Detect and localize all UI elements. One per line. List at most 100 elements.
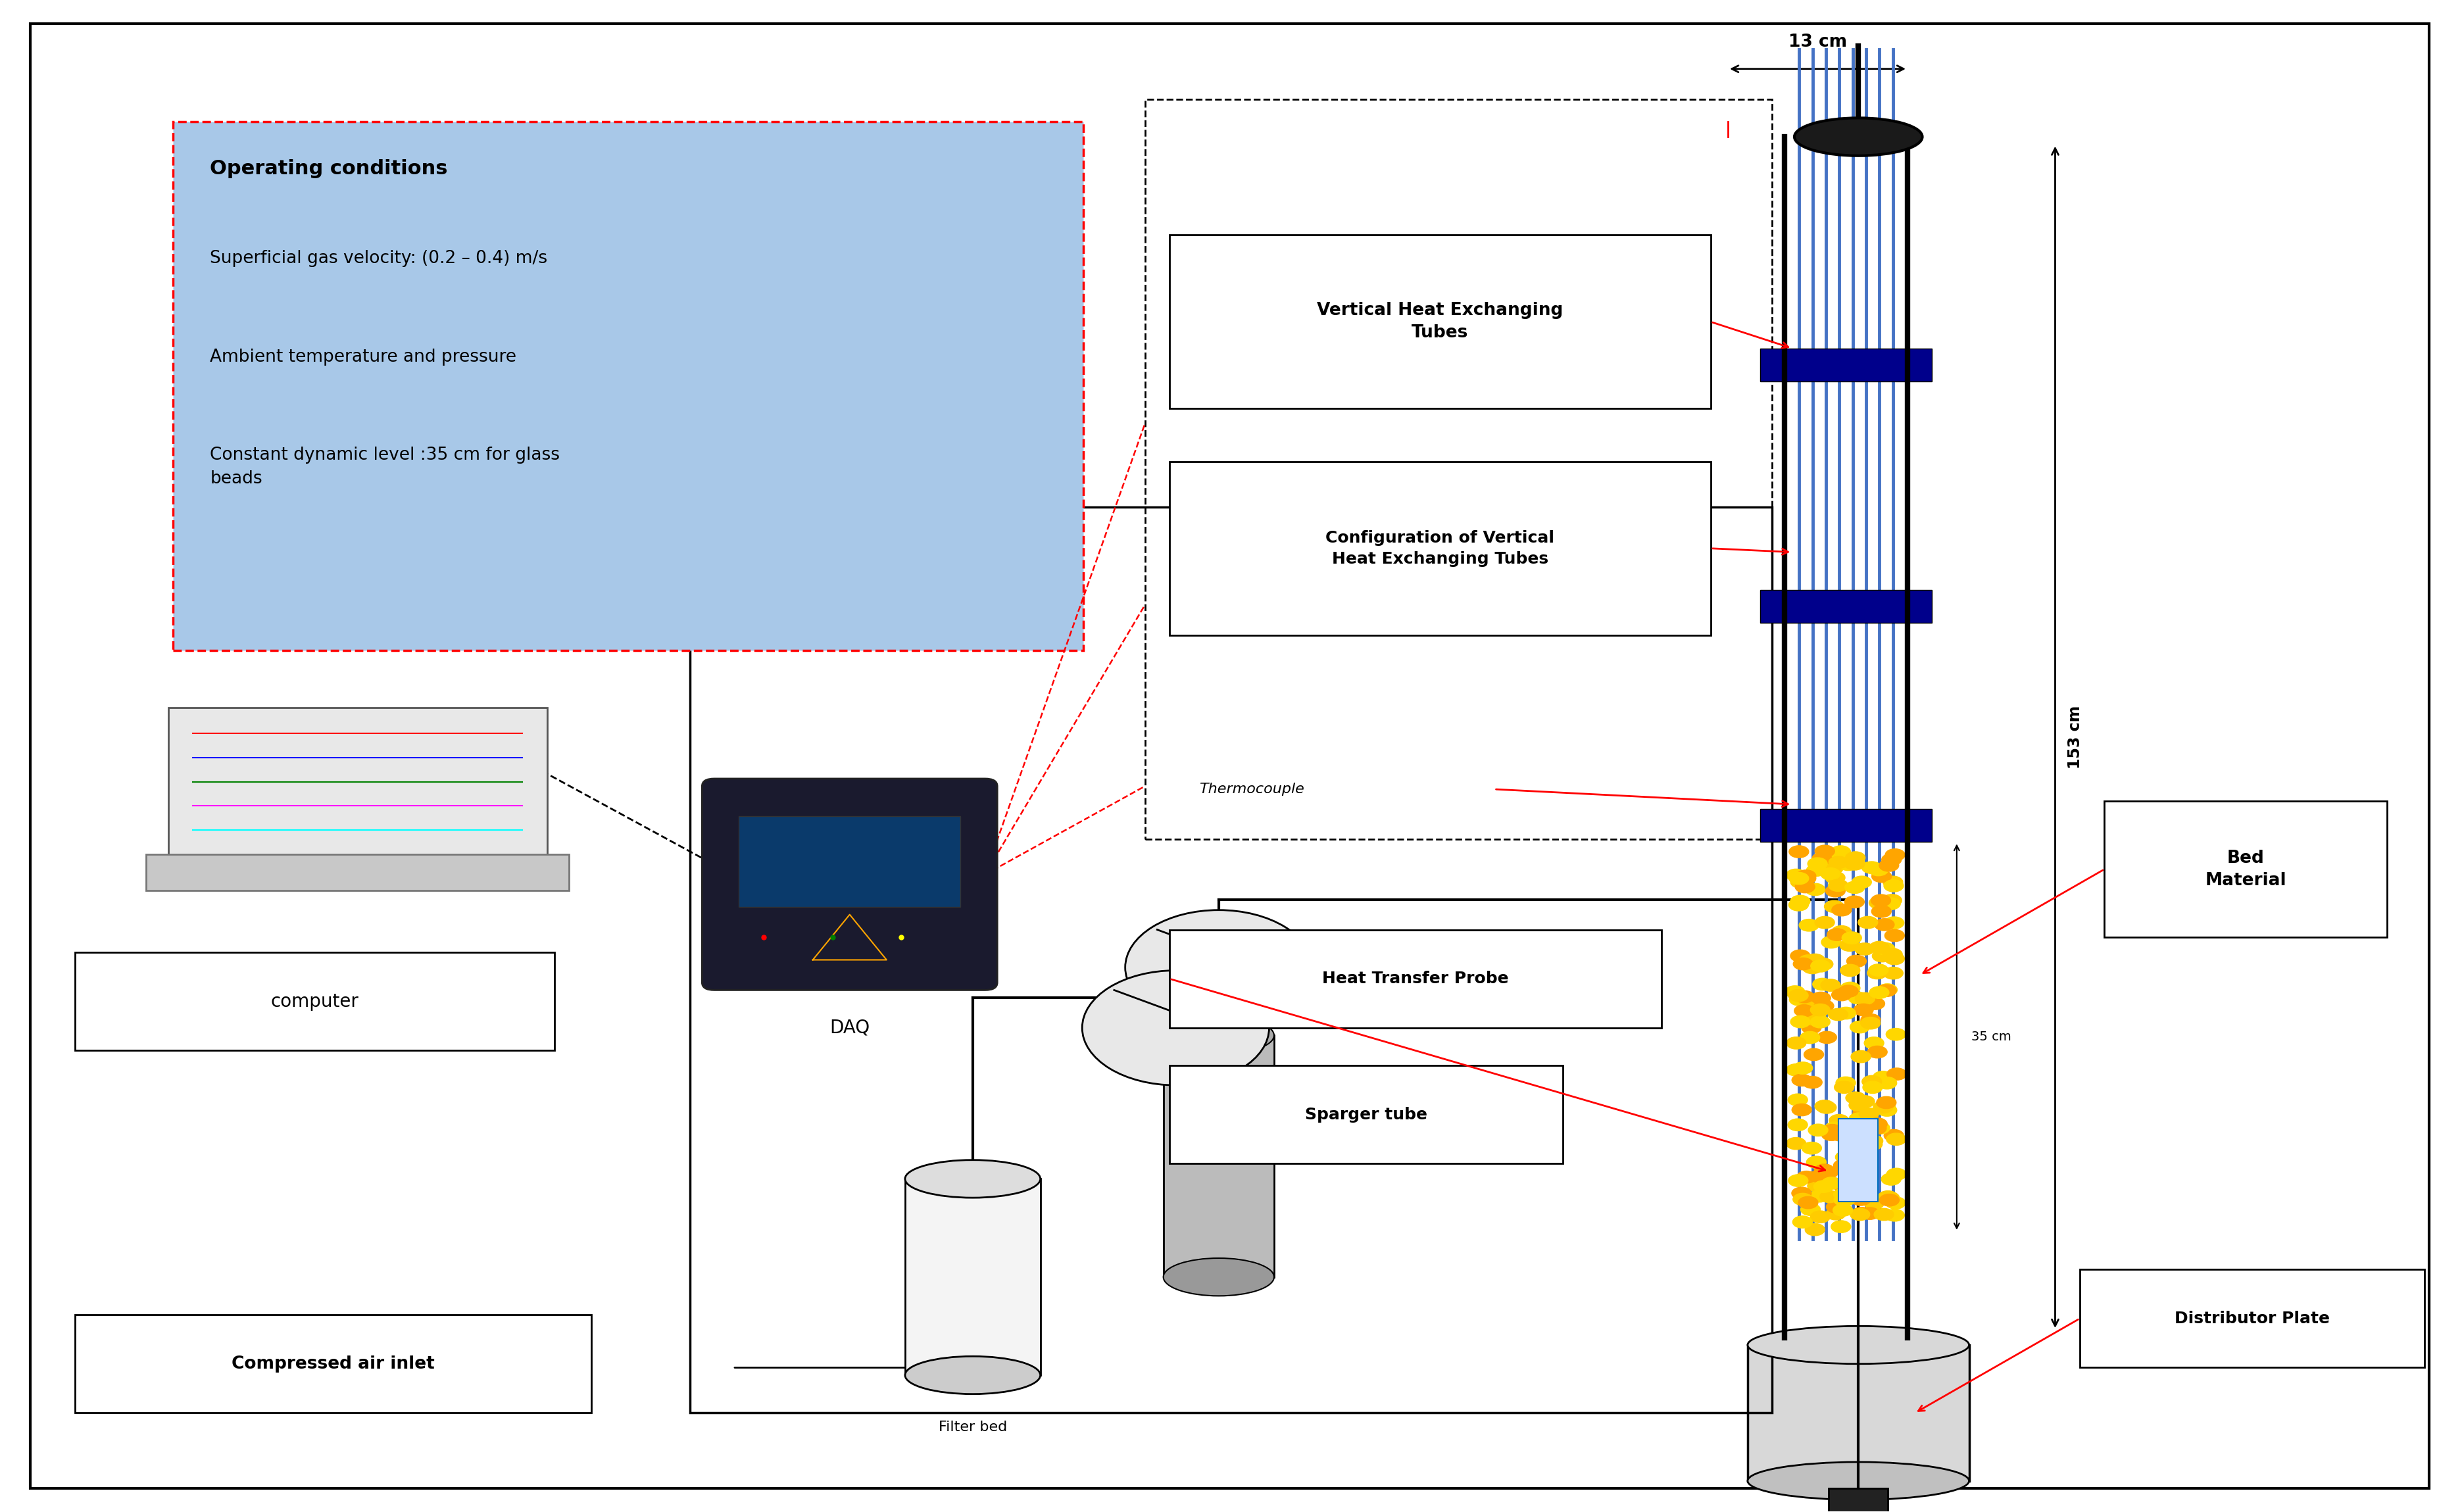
Circle shape bbox=[1792, 1187, 1812, 1199]
Circle shape bbox=[1792, 957, 1812, 969]
Circle shape bbox=[1837, 1194, 1856, 1207]
Circle shape bbox=[1869, 1117, 1888, 1129]
Circle shape bbox=[1785, 1064, 1805, 1077]
Circle shape bbox=[1790, 993, 1810, 1005]
Text: 153 cm: 153 cm bbox=[2068, 706, 2083, 768]
Circle shape bbox=[1797, 1196, 1817, 1208]
Circle shape bbox=[1844, 897, 1864, 909]
Bar bbox=[1760, 348, 1933, 381]
Circle shape bbox=[1790, 1016, 1810, 1028]
Circle shape bbox=[1822, 1128, 1842, 1140]
Circle shape bbox=[1832, 925, 1851, 937]
Circle shape bbox=[1814, 1101, 1834, 1113]
Circle shape bbox=[1792, 1104, 1812, 1116]
Circle shape bbox=[1807, 1009, 1827, 1021]
Text: Thermocouple: Thermocouple bbox=[1199, 783, 1305, 795]
Circle shape bbox=[1795, 1004, 1814, 1016]
Circle shape bbox=[1800, 954, 1819, 966]
Circle shape bbox=[1805, 1048, 1824, 1060]
Circle shape bbox=[1814, 845, 1834, 857]
Circle shape bbox=[1874, 1101, 1893, 1113]
Circle shape bbox=[1810, 960, 1829, 972]
Circle shape bbox=[1824, 871, 1844, 883]
Circle shape bbox=[1807, 1123, 1827, 1136]
Circle shape bbox=[1869, 897, 1888, 909]
Circle shape bbox=[1802, 1022, 1822, 1034]
Circle shape bbox=[1876, 1102, 1896, 1114]
FancyBboxPatch shape bbox=[172, 122, 1083, 650]
FancyBboxPatch shape bbox=[1169, 234, 1711, 408]
Ellipse shape bbox=[906, 1356, 1041, 1394]
Circle shape bbox=[1886, 930, 1906, 942]
Circle shape bbox=[1874, 1208, 1893, 1220]
Circle shape bbox=[1864, 1136, 1883, 1148]
Circle shape bbox=[1861, 862, 1881, 874]
Text: Vertical Heat Exchanging
Tubes: Vertical Heat Exchanging Tubes bbox=[1317, 302, 1563, 342]
Circle shape bbox=[1125, 910, 1312, 1025]
Circle shape bbox=[1797, 1170, 1817, 1182]
Circle shape bbox=[1849, 1113, 1869, 1125]
Circle shape bbox=[1869, 965, 1888, 977]
Circle shape bbox=[1839, 986, 1859, 998]
Circle shape bbox=[1834, 1204, 1851, 1216]
Circle shape bbox=[1879, 859, 1898, 871]
Circle shape bbox=[1807, 857, 1827, 869]
Circle shape bbox=[1861, 1075, 1881, 1087]
Circle shape bbox=[1832, 904, 1851, 916]
Circle shape bbox=[1859, 1184, 1879, 1196]
FancyBboxPatch shape bbox=[1169, 930, 1662, 1028]
Circle shape bbox=[1814, 1164, 1834, 1176]
Circle shape bbox=[1871, 1122, 1891, 1134]
Circle shape bbox=[1846, 1120, 1866, 1132]
Circle shape bbox=[1871, 950, 1891, 962]
Circle shape bbox=[1829, 880, 1849, 892]
Circle shape bbox=[1787, 1137, 1805, 1149]
Circle shape bbox=[1824, 850, 1844, 862]
Circle shape bbox=[1800, 995, 1819, 1007]
Circle shape bbox=[1883, 1129, 1903, 1142]
Bar bbox=[1829, 1488, 1888, 1512]
Circle shape bbox=[1886, 848, 1906, 860]
Text: Compressed air inlet: Compressed air inlet bbox=[231, 1355, 436, 1373]
Circle shape bbox=[1822, 1178, 1842, 1190]
Ellipse shape bbox=[1748, 1462, 1970, 1500]
Circle shape bbox=[1866, 968, 1886, 978]
Circle shape bbox=[1876, 984, 1896, 996]
Circle shape bbox=[1819, 1190, 1839, 1202]
Circle shape bbox=[1859, 1169, 1879, 1181]
Circle shape bbox=[1871, 895, 1891, 907]
Circle shape bbox=[1824, 862, 1844, 874]
FancyBboxPatch shape bbox=[30, 24, 2430, 1488]
Text: Sparger tube: Sparger tube bbox=[1305, 1107, 1428, 1122]
Circle shape bbox=[1881, 1173, 1901, 1185]
Circle shape bbox=[1854, 1096, 1874, 1108]
Circle shape bbox=[1846, 851, 1866, 863]
Circle shape bbox=[1814, 916, 1834, 928]
Text: Heat Transfer Probe: Heat Transfer Probe bbox=[1322, 971, 1509, 987]
Bar bbox=[1760, 809, 1933, 842]
Text: Flowmeter: Flowmeter bbox=[1297, 1149, 1376, 1163]
Circle shape bbox=[1827, 1201, 1846, 1213]
Circle shape bbox=[1846, 956, 1866, 968]
Circle shape bbox=[1883, 948, 1903, 960]
Circle shape bbox=[1886, 1067, 1906, 1080]
Circle shape bbox=[1834, 1194, 1854, 1207]
Circle shape bbox=[1844, 881, 1864, 894]
Circle shape bbox=[1807, 865, 1827, 877]
Circle shape bbox=[1846, 1092, 1866, 1104]
Bar bbox=[1165, 1036, 1273, 1278]
Circle shape bbox=[1856, 1139, 1876, 1151]
Bar bbox=[906, 1179, 1041, 1376]
Text: 35 cm: 35 cm bbox=[1972, 1031, 2011, 1043]
Circle shape bbox=[1829, 1114, 1849, 1126]
Circle shape bbox=[1792, 1216, 1812, 1228]
Circle shape bbox=[1817, 1031, 1837, 1043]
Circle shape bbox=[1800, 1204, 1819, 1216]
Circle shape bbox=[1822, 980, 1842, 992]
Circle shape bbox=[1785, 869, 1805, 881]
Circle shape bbox=[1879, 1191, 1898, 1204]
Circle shape bbox=[1886, 1210, 1906, 1222]
Circle shape bbox=[1834, 1160, 1854, 1172]
Circle shape bbox=[1827, 1208, 1846, 1220]
Circle shape bbox=[1879, 984, 1898, 996]
